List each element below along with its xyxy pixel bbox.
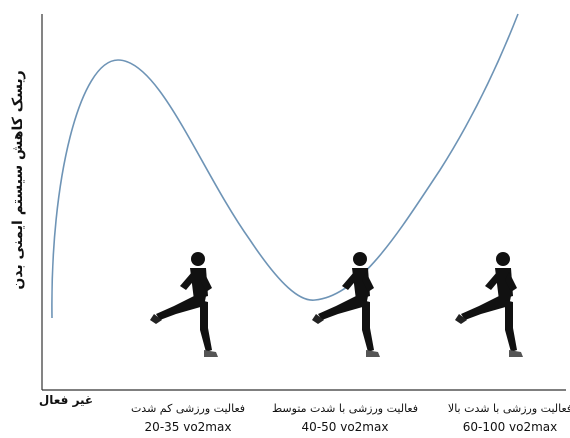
level-name: فعالیت ورزشی با شدت بالا: [448, 402, 570, 415]
y-axis-label: ریسک کاهش سیستم ایمنی بدن: [10, 70, 26, 289]
runner-icon: [150, 252, 218, 357]
runner-icon: [455, 252, 523, 357]
level-name: فعالیت ورزشی کم شدت: [131, 402, 245, 415]
risk-curve: [51, 13, 519, 319]
inactive-label: غیر فعال: [39, 393, 93, 407]
level-range: 60-100 vo2max: [463, 420, 558, 434]
level-range: 20-35 vo2max: [145, 420, 232, 434]
level-name: فعالیت ورزشی با شدت متوسط: [272, 402, 418, 415]
level-range: 40-50 vo2max: [302, 420, 389, 434]
